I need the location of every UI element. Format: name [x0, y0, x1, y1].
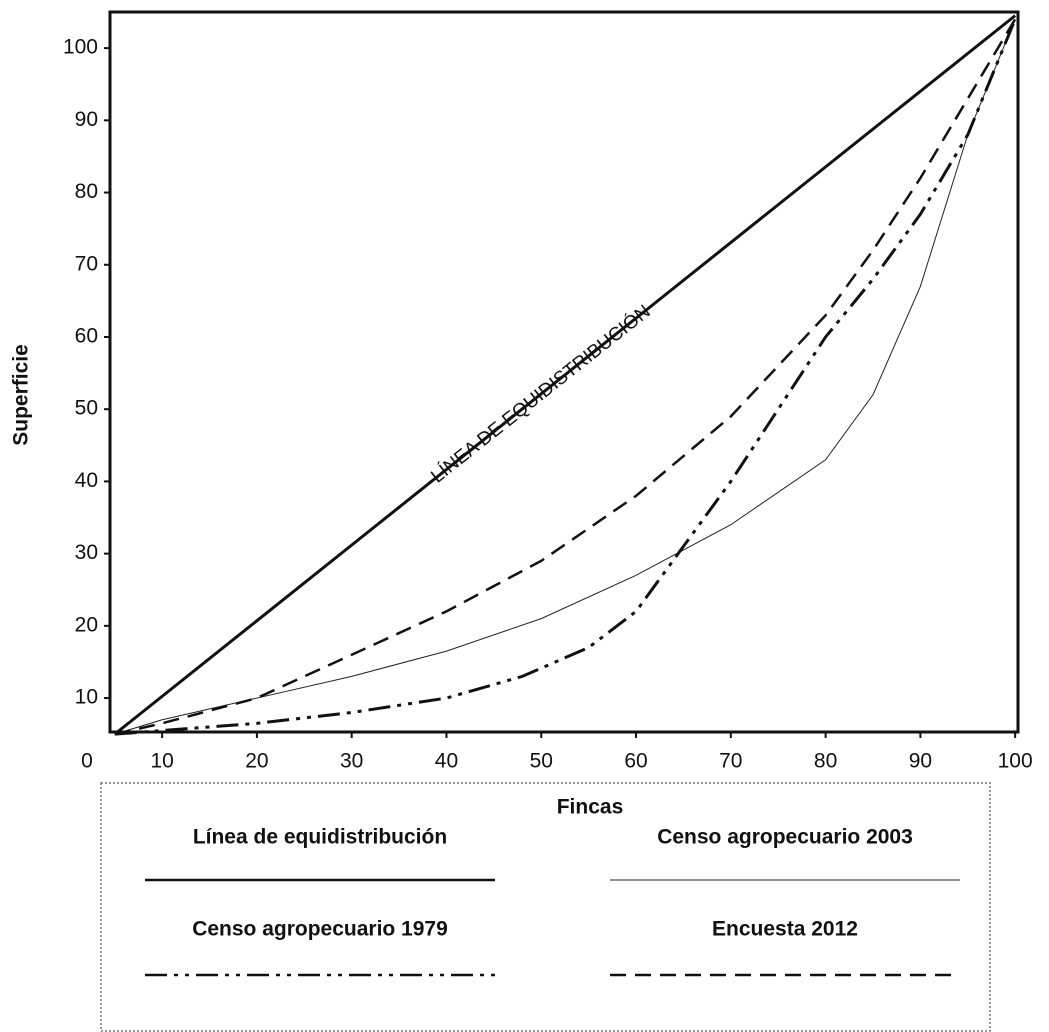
- y-axis-label: Superficie: [10, 344, 33, 446]
- y-tick-label: 20: [75, 613, 98, 636]
- y-tick-label: 50: [75, 397, 98, 420]
- y-tick-label: 30: [75, 541, 98, 564]
- y-tick-label: 40: [75, 469, 98, 492]
- legend-label: Encuesta 2012: [712, 918, 858, 941]
- legend-label: Censo agropecuario 2003: [657, 826, 913, 849]
- series-line: [113, 14, 1017, 736]
- y-tick-label: 10: [75, 686, 98, 709]
- x-tick-label: 70: [719, 750, 742, 773]
- x-tick-label: 40: [435, 750, 458, 773]
- x-tick-label: 20: [245, 750, 268, 773]
- legend-frame: [100, 782, 991, 1032]
- y-tick-label: 100: [63, 36, 98, 59]
- legend-label: Censo agropecuario 1979: [192, 918, 448, 941]
- y-tick-label: 80: [75, 180, 98, 203]
- series-line: [114, 19, 1016, 735]
- x-tick-label: 80: [814, 750, 837, 773]
- annotation: LÍNEA DE EQUIDISTRIBUCIÓN: [427, 300, 655, 487]
- y-tick-label: 90: [75, 108, 98, 131]
- plot-frame: [108, 10, 1020, 734]
- y-tick-label: 60: [75, 325, 98, 348]
- series-line: [114, 18, 1017, 736]
- x-tick-label: 100: [998, 750, 1033, 773]
- x-tick-label: 50: [530, 750, 553, 773]
- x-tick-label: 60: [624, 750, 647, 773]
- x-axis-label: Fincas: [557, 796, 624, 819]
- legend-label: Línea de equidistribución: [193, 826, 447, 849]
- origin-label: 0: [81, 750, 93, 773]
- x-tick-label: 30: [340, 750, 363, 773]
- x-tick-label: 10: [150, 750, 173, 773]
- x-tick-label: 90: [909, 750, 932, 773]
- y-tick-label: 70: [75, 252, 98, 275]
